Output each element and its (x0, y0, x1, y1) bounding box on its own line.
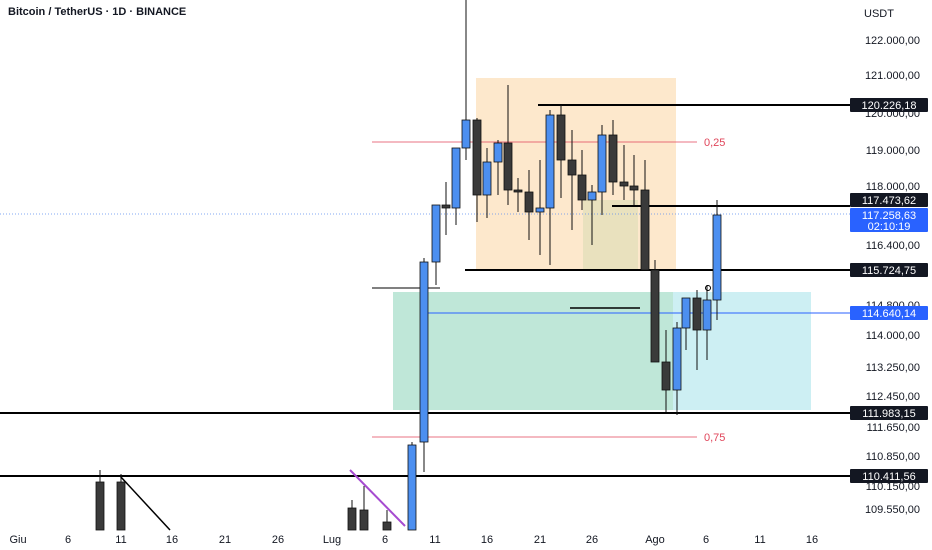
y-tick-label: 113.250,00 (866, 362, 920, 374)
candle-body-16 (524, 191, 534, 213)
fib-label-025: 0,25 (704, 137, 725, 149)
candle-body-9 (451, 147, 461, 209)
candle-body-34 (712, 214, 722, 301)
price-tag-bg (850, 406, 928, 420)
x-tick-label: Lug (323, 534, 341, 546)
x-tick-label: 21 (219, 534, 231, 546)
x-tick-label: 16 (481, 534, 493, 546)
chart-title: Bitcoin / TetherUS · 1D · BINANCE (8, 6, 187, 18)
candle-body-27 (640, 189, 650, 271)
candle-body-33 (702, 299, 712, 331)
candle-body-3 (359, 509, 369, 531)
candle-body-32 (692, 297, 702, 331)
x-tick-label: 6 (703, 534, 709, 546)
x-tick-label: 26 (272, 534, 284, 546)
currency-label: USDT (864, 8, 894, 20)
y-tick-label: 121.000,00 (865, 70, 920, 82)
candle-body-10 (461, 119, 471, 149)
zone-green (393, 292, 673, 410)
fib-label-075: 0,75 (704, 432, 725, 444)
candle-body-6 (419, 261, 429, 443)
price-tag-bg (850, 469, 928, 483)
candle-body-7 (431, 204, 441, 263)
candle-body-28 (650, 269, 660, 363)
x-tick-label: 11 (115, 534, 126, 546)
price-tag-bg (850, 193, 928, 207)
candle-body-5 (407, 444, 417, 531)
price-tag-label: 114.640,14 (862, 308, 916, 320)
y-tick-label: 112.450,00 (866, 391, 920, 403)
candle-body-29 (661, 361, 671, 391)
price-tag-bg (850, 208, 928, 232)
y-tick-label: 122.000,00 (865, 35, 920, 47)
x-tick-label: 11 (754, 534, 765, 546)
candle-body-18 (545, 114, 555, 209)
candle-body-1 (116, 481, 126, 531)
candle-body-21 (577, 174, 587, 201)
price-tag-label: 110.411,56 (862, 471, 915, 483)
candle-body-19 (556, 114, 566, 161)
y-tick-label: 114.000,00 (866, 330, 920, 342)
candle-body-26 (629, 185, 639, 191)
candle-body-22 (587, 191, 597, 201)
x-tick-label: 11 (429, 534, 440, 546)
zone-overlap (583, 200, 638, 270)
x-tick-label: 26 (586, 534, 598, 546)
price-tag-label: 117.473,62 (862, 195, 916, 207)
candle-body-14 (503, 142, 513, 191)
y-tick-label: 110.150,00 (866, 481, 920, 493)
price-tag-label: 117.258,63 (862, 210, 916, 222)
x-tick-label: 6 (382, 534, 388, 546)
y-tick-label: 110.850,00 (866, 451, 920, 463)
candle-body-15 (513, 189, 523, 193)
candle-body-25 (619, 181, 629, 187)
candle-body-17 (535, 207, 545, 213)
candle-body-24 (608, 134, 618, 183)
price-tag-label: 115.724,75 (862, 265, 916, 277)
candle-body-12 (482, 161, 492, 196)
x-tick-label: Giu (9, 534, 26, 546)
candle-body-4 (382, 521, 392, 531)
price-tag-label: 111.983,15 (862, 408, 915, 420)
x-tick-label: 16 (806, 534, 818, 546)
trendline-purple (349, 469, 406, 527)
candle-body-23 (597, 134, 607, 193)
trendline-black (119, 475, 171, 531)
y-tick-label: 111.650,00 (867, 422, 920, 434)
price-tag-bg (850, 98, 928, 112)
candle-body-2 (347, 507, 357, 531)
x-tick-label: Ago (645, 534, 665, 546)
candle-body-13 (493, 142, 503, 163)
candle-body-31 (681, 297, 691, 329)
y-tick-label: 119.000,00 (866, 145, 920, 157)
x-tick-label: 6 (65, 534, 71, 546)
candle-body-30 (672, 327, 682, 391)
candle-body-8 (441, 204, 451, 209)
candle-body-20 (567, 159, 577, 176)
x-tick-label: 21 (534, 534, 546, 546)
price-tag-label: 120.226,18 (861, 100, 916, 112)
price-tag-countdown: 02:10:19 (868, 221, 911, 233)
price-tag-bg (850, 306, 928, 320)
y-tick-label: 109.550,00 (865, 504, 920, 516)
marker-circle (705, 285, 711, 291)
candle-body-11 (472, 119, 482, 196)
candle-body-0 (95, 481, 105, 531)
x-tick-label: 16 (166, 534, 178, 546)
y-tick-label: 116.400,00 (866, 240, 920, 252)
y-tick-label: 118.000,00 (866, 181, 920, 193)
price-tag-bg (850, 263, 928, 277)
